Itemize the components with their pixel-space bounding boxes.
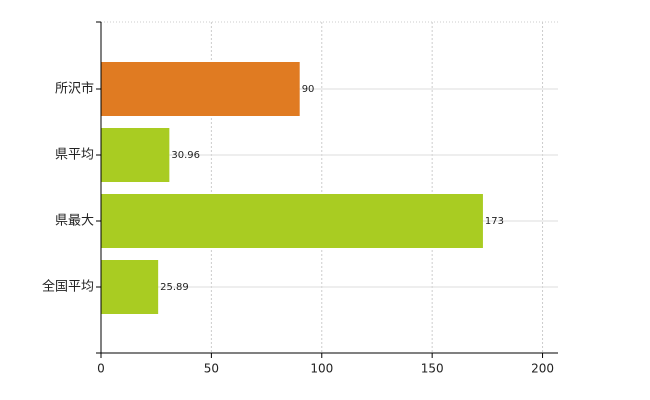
bar	[101, 194, 483, 248]
y-tick-label: 県平均	[55, 148, 94, 163]
y-tick-label: 県最大	[55, 214, 94, 229]
x-tick-label: 100	[310, 362, 333, 376]
value-label: 25.89	[160, 282, 189, 293]
x-tick-label: 200	[531, 362, 554, 376]
bar	[101, 128, 170, 182]
x-tick-label: 50	[204, 362, 219, 376]
x-tick-label: 0	[97, 362, 105, 376]
value-label: 173	[485, 216, 504, 227]
y-tick-label: 全国平均	[42, 279, 94, 295]
y-tick-label: 所沢市	[55, 81, 94, 97]
bar	[101, 62, 300, 116]
bar	[101, 260, 159, 314]
value-label: 30.96	[171, 150, 200, 161]
x-tick-label: 150	[421, 362, 444, 376]
value-label: 90	[302, 84, 315, 95]
